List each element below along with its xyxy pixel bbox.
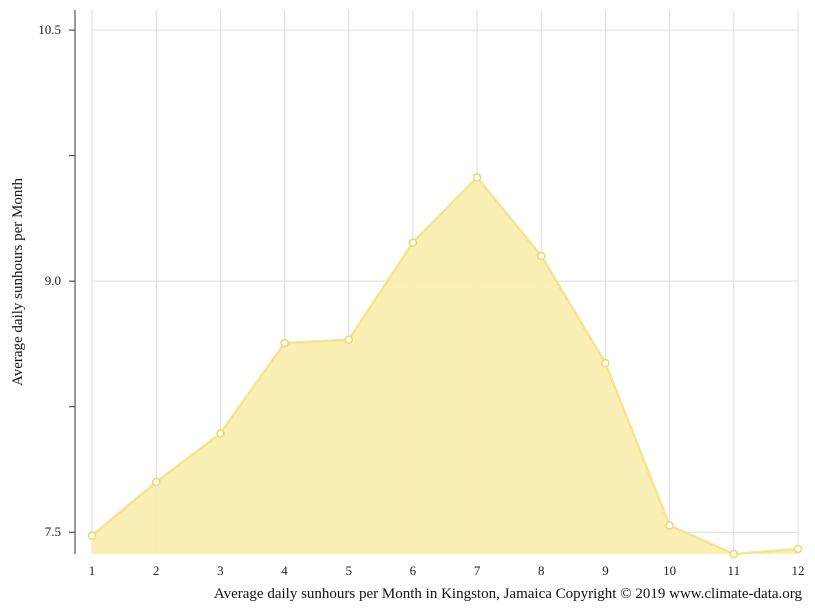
x-tick-label: 12 — [792, 563, 805, 578]
y-tick-label: 10.5 — [38, 22, 61, 37]
data-point — [537, 251, 546, 261]
data-point — [87, 531, 97, 540]
data-point — [472, 173, 482, 182]
x-tick-label: 2 — [153, 563, 160, 578]
x-tick-label: 4 — [281, 563, 288, 578]
x-axis-title: Average daily sunhours per Month in King… — [214, 586, 803, 602]
y-tick-label: 9.0 — [45, 273, 61, 288]
x-tick-label: 3 — [217, 563, 224, 578]
data-point — [151, 477, 161, 487]
x-tick-label: 9 — [602, 563, 609, 578]
data-point — [665, 521, 674, 530]
x-tick-label: 7 — [474, 563, 481, 578]
data-point — [793, 544, 803, 554]
series-area — [92, 177, 798, 554]
x-tick-label: 5 — [345, 563, 352, 578]
data-point — [729, 549, 739, 559]
data-markers — [87, 173, 803, 559]
x-tick-label: 6 — [410, 563, 417, 578]
data-point — [408, 238, 418, 247]
data-point — [344, 335, 353, 344]
series-line — [91, 176, 799, 556]
y-tick-label: 7.5 — [45, 524, 61, 539]
x-tick-label: 1 — [89, 563, 96, 578]
data-point — [280, 338, 289, 348]
axes: 7.59.010.51 2 3 4 5 6 7 8 9 10 11 12 — [38, 10, 805, 578]
x-tick-label: 11 — [728, 563, 741, 578]
plot-area — [91, 176, 799, 556]
data-point — [216, 429, 225, 438]
x-tick-label: 10 — [663, 563, 676, 578]
y-axis-title: Average daily sunhours per Month — [10, 178, 26, 387]
data-point — [601, 358, 610, 368]
x-tick-label: 8 — [538, 563, 545, 578]
